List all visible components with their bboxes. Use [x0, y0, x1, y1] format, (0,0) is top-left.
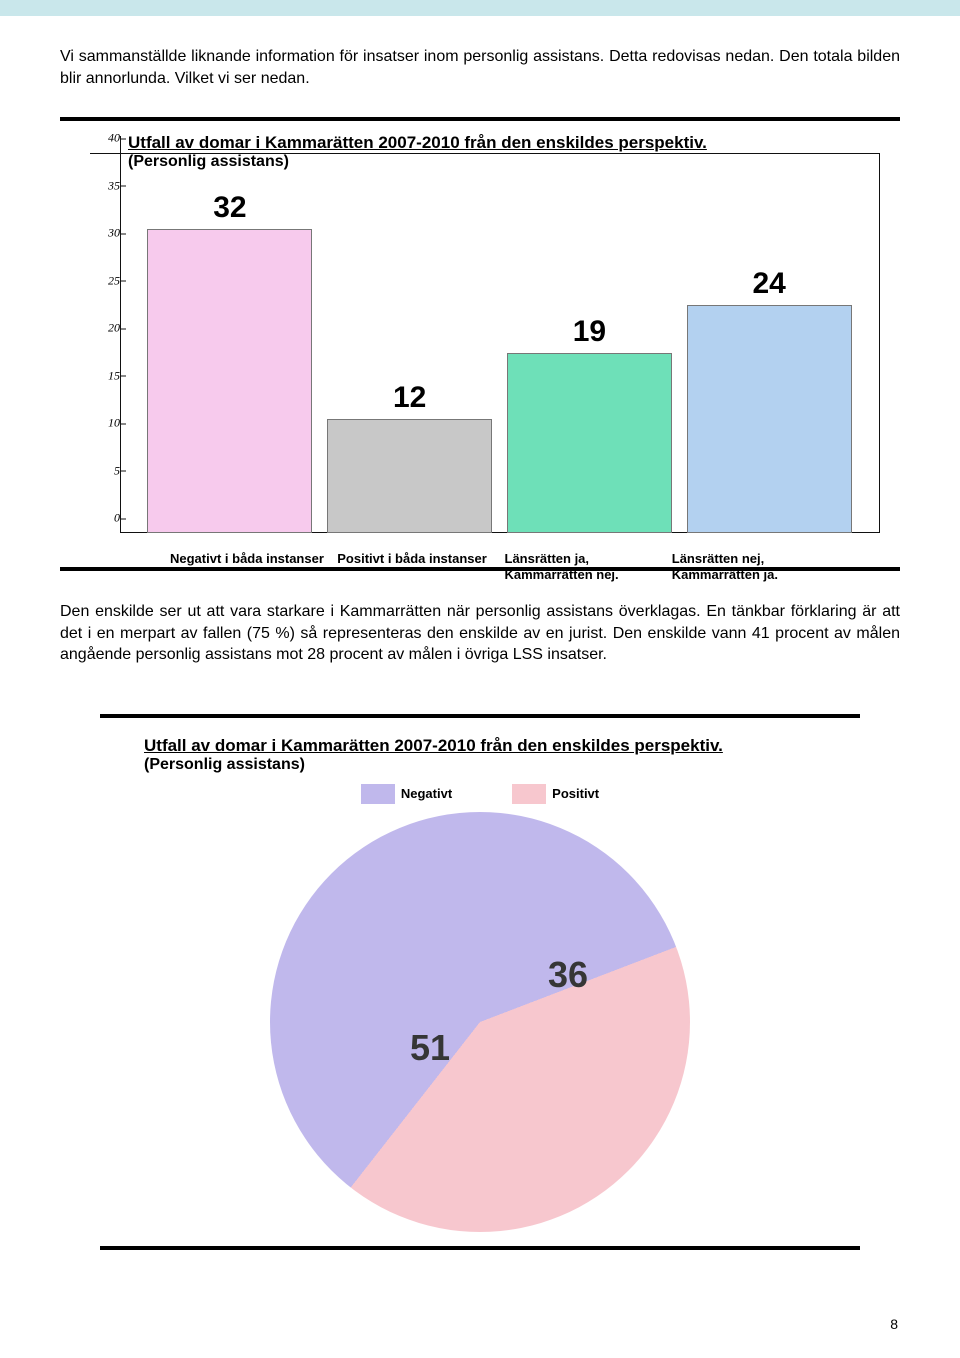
legend-label: Positivt: [552, 786, 599, 801]
bar-value-label: 24: [752, 267, 785, 301]
pie-legend: Negativt Positivt: [100, 784, 860, 804]
pie-chart-title: Utfall av domar i Kammarätten 2007-2010 …: [144, 736, 860, 756]
y-tick: 35: [90, 178, 120, 193]
pie-chart-container: Utfall av domar i Kammarätten 2007-2010 …: [100, 714, 860, 1250]
x-category-label: Länsrätten ja, Kammarrätten nej.: [505, 541, 672, 584]
page-number: 8: [890, 1316, 898, 1332]
y-tick: 5: [90, 463, 120, 478]
x-category-label: Länsrätten nej, Kammarrätten ja.: [672, 541, 839, 584]
bar-value-label: 32: [213, 191, 246, 225]
y-tick: 15: [90, 368, 120, 383]
x-category-label: Negativt i båda instanser: [170, 541, 337, 584]
legend-label: Negativt: [401, 786, 452, 801]
bar: [327, 419, 492, 533]
pie-chart-subtitle: (Personlig assistans): [144, 756, 860, 774]
y-tick: 40: [90, 131, 120, 146]
legend-item: Positivt: [512, 784, 599, 804]
intro-paragraph: Vi sammanställde liknande information fö…: [60, 46, 900, 89]
bar-plot-area: 32121924 Negativt i båda instanserPositi…: [90, 153, 880, 533]
bar-slot: 32: [145, 191, 315, 533]
bars-area: 32 12 19 24: [120, 154, 879, 533]
pie-slice-label: 51: [410, 1027, 450, 1069]
y-tick: 0: [90, 511, 120, 526]
y-tick: 20: [90, 321, 120, 336]
bar: [507, 353, 672, 534]
legend-swatch: [361, 784, 395, 804]
bar-slot: 12: [325, 381, 495, 533]
y-tick: 30: [90, 226, 120, 241]
bar-chart-title: Utfall av domar i Kammarätten 2007-2010 …: [128, 133, 900, 153]
header-stripe: [0, 0, 960, 16]
x-labels-row: Negativt i båda instanserPositivt i båda…: [150, 541, 859, 584]
x-category-label: Positivt i båda instanser: [337, 541, 504, 584]
legend-swatch: [512, 784, 546, 804]
pie-wrap: 51 36: [270, 812, 690, 1232]
pie-slice-label: 36: [548, 954, 588, 996]
bar-value-label: 19: [573, 315, 606, 349]
page-content: Vi sammanställde liknande information fö…: [0, 16, 960, 1250]
bar-slot: 24: [684, 267, 854, 533]
bar-slot: 19: [504, 315, 674, 534]
y-tick: 25: [90, 273, 120, 288]
pie-graphic: [270, 812, 690, 1232]
bar: [147, 229, 312, 533]
analysis-paragraph: Den enskilde ser ut att vara starkare i …: [60, 601, 900, 666]
legend-item: Negativt: [361, 784, 452, 804]
bar-value-label: 12: [393, 381, 426, 415]
bar: [687, 305, 852, 533]
bar-chart-container: Utfall av domar i Kammarätten 2007-2010 …: [60, 117, 900, 571]
y-tick: 10: [90, 416, 120, 431]
